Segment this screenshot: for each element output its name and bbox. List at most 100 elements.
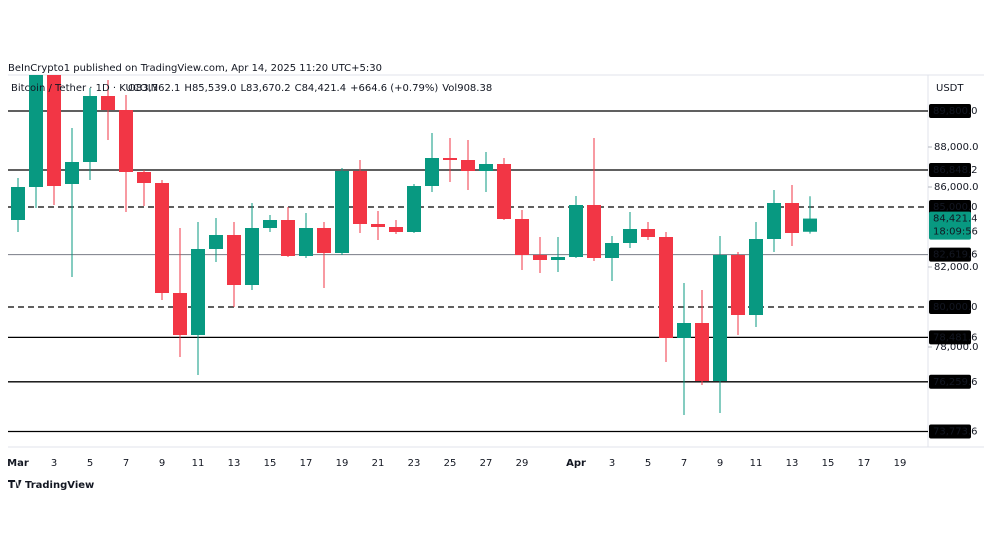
x-tick-label: 17 [300, 458, 313, 469]
candle-body [227, 235, 241, 285]
candle-body [623, 229, 637, 243]
candle-body [497, 164, 511, 219]
level-label: 85,000.0 [933, 202, 978, 213]
brand-name: TradingView [25, 480, 94, 491]
level-label: 89,800.0 [933, 106, 978, 117]
x-tick-label: 9 [717, 458, 723, 469]
candle-body [443, 158, 457, 160]
candle-body [209, 235, 223, 249]
level-label-box [929, 374, 971, 389]
x-tick-label: 13 [228, 458, 241, 469]
logo [8, 480, 22, 488]
price-label-box [929, 211, 971, 240]
x-tick-label: 5 [87, 458, 93, 469]
candle-body [173, 293, 187, 335]
level-label: 86,848.2 [933, 165, 978, 176]
candle-body [407, 186, 421, 232]
candle-body [101, 96, 115, 110]
y-tick-label: 88,000.0 [934, 142, 979, 153]
candle-body [587, 205, 601, 258]
volume-key: Vol [442, 83, 457, 94]
price-label: 84,421.4 [933, 214, 978, 225]
candle-body [749, 239, 763, 315]
x-tick-label: 19 [336, 458, 349, 469]
x-tick-label: 11 [750, 458, 763, 469]
candle-body [785, 203, 799, 233]
candle-body [281, 220, 295, 256]
countdown: 18:09:56 [933, 227, 978, 238]
candle-body [155, 183, 169, 293]
candle-body [245, 228, 259, 285]
y-tick-label: 82,000.0 [934, 262, 979, 273]
header: BeInCrypto1 published on TradingView.com… [8, 63, 382, 74]
legend-key: O [128, 83, 136, 94]
x-tick-label: Mar [7, 458, 29, 469]
level-label: 76,259.6 [933, 377, 978, 388]
x-tick-label: 17 [858, 458, 871, 469]
x-tick-label: 15 [822, 458, 835, 469]
x-tick-label: 11 [192, 458, 205, 469]
candle-body [713, 255, 727, 381]
candle-body [641, 229, 655, 237]
legend-key: H [184, 83, 192, 94]
candle-body [803, 218, 817, 232]
candle-body [533, 255, 547, 260]
legend-value: 83,762.1 [136, 83, 181, 94]
legend-value: 83,670.2 [246, 83, 291, 94]
x-tick-label: 21 [372, 458, 385, 469]
plot [8, 75, 928, 433]
candle-body [263, 220, 277, 228]
candle-body [677, 323, 691, 338]
level-label: 78,481.6 [933, 332, 978, 343]
x-tick-label: 9 [159, 458, 165, 469]
candle-body [389, 227, 403, 232]
x-tick-label: 25 [444, 458, 457, 469]
candle-body [569, 205, 583, 257]
level-label-box [929, 300, 971, 314]
level-label-box [929, 330, 971, 345]
candle-body [695, 323, 709, 381]
level-label-box [929, 200, 971, 214]
candle-body [551, 257, 565, 260]
candle-body [83, 96, 97, 162]
candle-body [137, 172, 151, 183]
level-label: 80,000.0 [933, 302, 978, 313]
y-tick-label: 86,000.0 [934, 182, 979, 193]
symbol: Bitcoin / Tether · 1D · KUCOIN [11, 83, 158, 94]
level-label-box [929, 104, 971, 118]
candle-body [371, 224, 385, 227]
x-tick-label: Apr [566, 458, 586, 469]
level-label-box [929, 163, 971, 178]
change: +664.6 (+0.79%) [350, 83, 438, 94]
x-tick-label: 23 [408, 458, 421, 469]
x-tick-label: 29 [516, 458, 529, 469]
candle-body [65, 162, 79, 184]
candle-body [299, 228, 313, 256]
y-tick-label: 78,000.0 [934, 342, 979, 353]
x-tick-label: 19 [894, 458, 907, 469]
x-tick-label: 5 [645, 458, 651, 469]
candle-body [767, 203, 781, 239]
level-label-box [929, 247, 971, 262]
legend-value: 84,421.4 [302, 83, 347, 94]
legend-value: 85,539.0 [192, 83, 237, 94]
candle-body [515, 219, 529, 255]
x-tick-label: 7 [681, 458, 687, 469]
candle-body [425, 158, 439, 186]
x-tick-label: 3 [51, 458, 57, 469]
level-label: 73,773.6 [933, 427, 978, 438]
x-tick-label: 7 [123, 458, 129, 469]
candle-body [317, 228, 331, 253]
volume-value: 908.38 [457, 83, 492, 94]
branding: TradingView [8, 480, 94, 491]
candle-body [119, 110, 133, 172]
x-tick-label: 3 [609, 458, 615, 469]
candle-body [479, 164, 493, 171]
candle-body [659, 237, 673, 338]
candle-body [605, 243, 619, 258]
x-tick-label: 27 [480, 458, 493, 469]
currency: USDT [936, 83, 964, 94]
legend-key: C [295, 83, 302, 94]
